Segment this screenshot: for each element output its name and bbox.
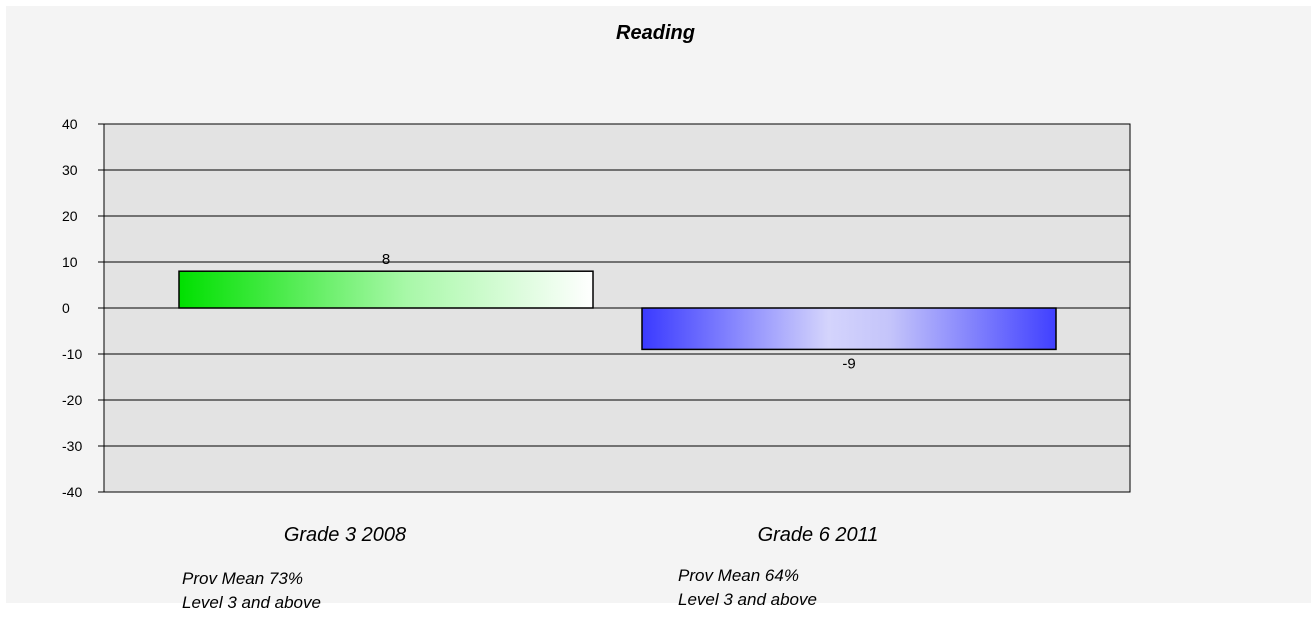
category-label-grade3-2008: Grade 3 2008: [283, 524, 407, 546]
note-grade6-line2: Level 3 and above: [678, 590, 817, 609]
y-tick-label: 40: [62, 116, 78, 132]
chart-title: Reading: [616, 22, 695, 44]
y-tick-label: -40: [62, 484, 82, 500]
y-tick-label: -20: [62, 392, 82, 408]
y-tick-label: 30: [62, 162, 78, 178]
note-grade3: Prov Mean 73% Level 3 and above: [182, 567, 321, 615]
bar-grade6-2011: [641, 307, 1057, 351]
note-grade3-line1: Prov Mean 73%: [182, 569, 303, 588]
y-tick-label: 10: [62, 254, 78, 270]
data-label: -9: [842, 355, 855, 372]
data-label: 8: [382, 251, 390, 268]
y-tick-label: 0: [62, 300, 70, 316]
note-grade6-line1: Prov Mean 64%: [678, 566, 799, 585]
y-tick-label: 20: [62, 208, 78, 224]
y-tick-label: -10: [62, 346, 82, 362]
note-grade3-line2: Level 3 and above: [182, 593, 321, 612]
category-label-grade6-2011: Grade 6 2011: [757, 524, 879, 546]
note-grade6: Prov Mean 64% Level 3 and above: [678, 564, 817, 612]
bar-grade3-2008: [178, 270, 594, 309]
y-tick-label: -30: [62, 438, 82, 454]
